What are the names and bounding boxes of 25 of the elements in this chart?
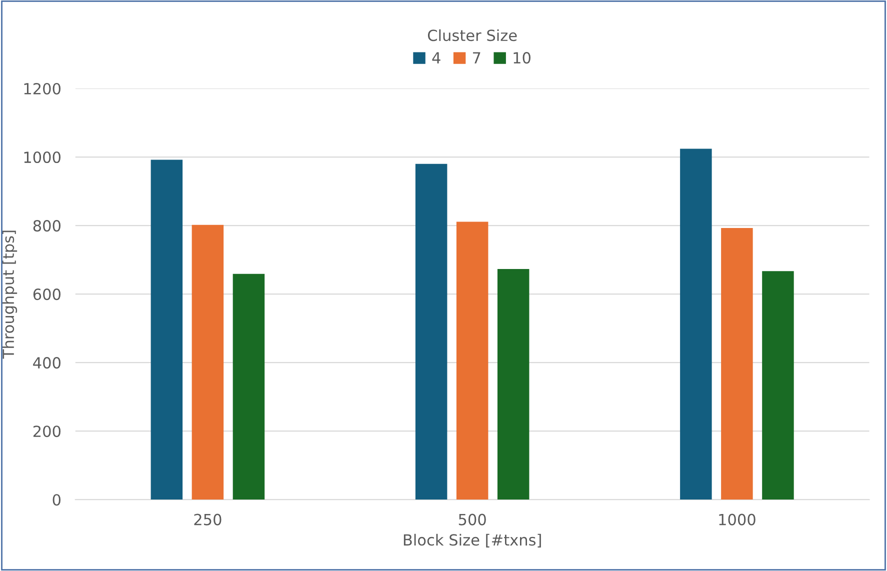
bar	[415, 164, 448, 500]
y-tick-label: 200	[33, 426, 60, 438]
bar	[232, 274, 265, 500]
legend-label: 10	[514, 52, 530, 64]
bar	[680, 148, 712, 500]
y-tick-label: 600	[33, 288, 60, 300]
legend-label: 7	[473, 52, 480, 64]
bar	[456, 222, 488, 500]
legend-title: Cluster Size	[428, 29, 517, 42]
y-tick-label: 1000	[24, 151, 60, 164]
bar	[192, 224, 224, 500]
bar	[721, 228, 753, 500]
y-axis-title: Throughput [tps]	[2, 230, 18, 359]
bar	[762, 271, 794, 500]
x-tick-label: 500	[458, 514, 486, 526]
bar	[497, 269, 530, 500]
x-tick-label: 1000	[719, 514, 756, 526]
y-tick-label: 800	[33, 220, 60, 232]
y-tick-label: 400	[33, 357, 60, 369]
bar	[150, 160, 183, 500]
y-tick-label: 1200	[24, 82, 60, 95]
legend-label: 4	[432, 52, 440, 64]
x-axis-title: Block Size [#txns]	[404, 534, 541, 548]
y-tick-label: 0	[52, 494, 60, 506]
x-tick-label: 250	[194, 514, 222, 526]
